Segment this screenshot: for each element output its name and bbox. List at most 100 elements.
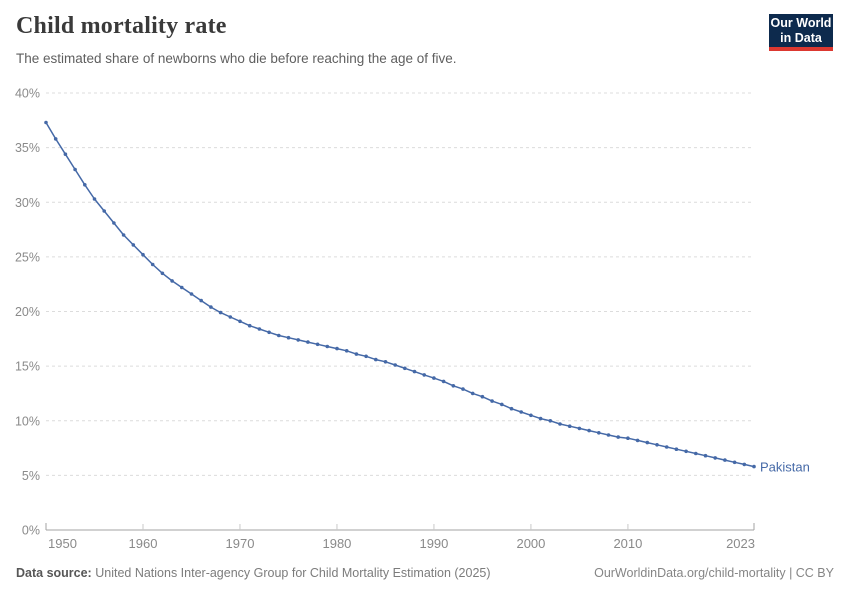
x-axis-label: 2023 (726, 536, 755, 551)
data-point-marker (344, 349, 349, 353)
data-point-marker (519, 410, 523, 414)
data-point-marker (470, 391, 475, 396)
data-point-marker (102, 209, 106, 213)
data-point-marker (92, 197, 97, 201)
y-axis-label: 10% (15, 414, 40, 428)
data-point-marker (296, 338, 301, 342)
data-point-marker (577, 426, 582, 431)
y-axis-label: 40% (15, 87, 40, 101)
data-point-marker (238, 319, 242, 324)
data-point-marker (374, 357, 378, 362)
data-point-marker (73, 167, 77, 172)
data-point-marker (538, 416, 543, 421)
data-point-marker (393, 363, 398, 367)
data-point-marker (616, 435, 620, 439)
data-point-marker (548, 419, 553, 423)
data-point-marker (432, 376, 436, 380)
data-point-marker (209, 305, 213, 309)
y-axis-label: 30% (15, 196, 40, 210)
data-point-marker (83, 183, 87, 187)
data-point-marker (189, 292, 194, 296)
x-axis-label: 2000 (516, 536, 545, 551)
data-point-marker (645, 440, 650, 445)
y-axis-label: 15% (15, 360, 40, 374)
y-axis-label: 25% (15, 250, 40, 264)
data-point-marker (131, 243, 136, 247)
data-point-marker (277, 333, 281, 338)
data-point-marker (315, 342, 320, 347)
data-point-marker (44, 120, 48, 125)
data-point-marker (267, 330, 271, 335)
data-point-marker (63, 152, 68, 156)
data-point-marker (742, 462, 747, 467)
data-point-marker (403, 366, 407, 371)
data-point-marker (674, 447, 679, 452)
data-point-marker (461, 387, 465, 391)
x-axis-label: 1980 (322, 536, 351, 551)
data-point-marker (150, 262, 155, 267)
y-axis-label: 5% (22, 469, 40, 483)
y-axis-label: 20% (15, 305, 40, 319)
data-point-marker (422, 373, 427, 377)
data-point-marker (723, 458, 727, 462)
x-axis-label: 2010 (613, 536, 642, 551)
data-point-marker (664, 445, 669, 449)
data-point-marker (713, 456, 717, 460)
data-point-marker (441, 379, 446, 384)
data-point-marker (490, 399, 494, 403)
data-point-marker (626, 436, 630, 441)
data-point-marker (509, 406, 514, 411)
data-source-label: Data source: (16, 566, 92, 580)
data-point-marker (606, 433, 611, 437)
data-point-marker (160, 271, 165, 276)
data-point-marker (655, 443, 659, 447)
data-point-marker (257, 327, 262, 331)
data-point-marker (732, 460, 737, 465)
data-point-marker (228, 315, 233, 319)
data-point-marker (141, 252, 145, 257)
x-axis-label: 1990 (419, 536, 448, 551)
x-axis-label: 1950 (48, 536, 77, 551)
data-point-marker (752, 464, 756, 469)
owid-citation-link[interactable]: OurWorldinData.org/child-mortality | CC … (594, 566, 834, 580)
data-point-marker (247, 323, 252, 328)
data-point-marker (635, 438, 640, 443)
data-point-marker (703, 453, 708, 458)
data-point-marker (218, 310, 223, 315)
data-point-marker (412, 369, 417, 374)
y-axis-label: 35% (15, 141, 40, 155)
owid-logo[interactable]: Our World in Data (769, 14, 833, 51)
data-point-marker (451, 384, 456, 388)
data-source-text: United Nations Inter-agency Group for Ch… (95, 566, 491, 580)
series-line[interactable] (45, 122, 755, 468)
data-point-marker (567, 424, 572, 429)
data-point-marker (587, 428, 591, 433)
data-point-marker (354, 352, 359, 356)
data-point-marker (170, 279, 174, 283)
data-point-marker (112, 221, 116, 225)
x-axis-label: 1960 (129, 536, 158, 551)
x-axis-label: 1970 (226, 536, 255, 551)
data-point-marker (335, 346, 339, 351)
data-point-marker (121, 233, 126, 237)
data-point-marker (286, 335, 291, 340)
y-axis-label: 0% (22, 524, 40, 538)
child-mortality-line-chart[interactable]: 0% 5% 10% 15% 20% 25% 30% 35% 40% 1950 1960 1970 198… (0, 80, 850, 560)
data-point-marker (364, 354, 368, 359)
data-point-marker (694, 451, 698, 456)
owid-logo-line2: in Data (780, 31, 822, 45)
chart-subtitle: The estimated share of newborns who die … (16, 51, 457, 66)
page-title: Child mortality rate (16, 13, 227, 39)
chart-footer: Data source: United Nations Inter-agency… (16, 566, 834, 580)
data-point-marker (199, 298, 203, 303)
data-point-marker (529, 413, 533, 418)
data-source: Data source: United Nations Inter-agency… (16, 566, 491, 580)
data-point-marker (684, 449, 688, 454)
data-point-marker (480, 394, 485, 399)
data-point-marker (597, 431, 601, 435)
data-point-marker (500, 402, 504, 407)
data-point-marker (180, 285, 184, 290)
data-point-marker (383, 360, 388, 364)
data-point-marker (53, 137, 58, 141)
